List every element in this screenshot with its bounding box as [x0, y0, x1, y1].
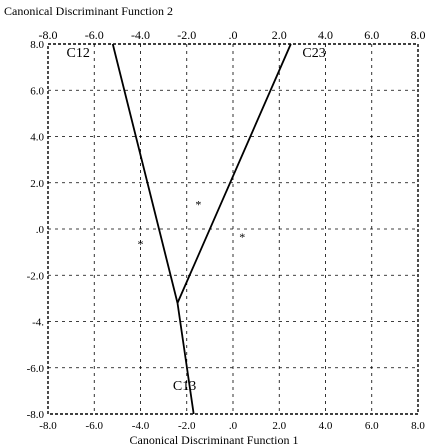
territory-boundary-line — [176, 302, 195, 415]
centroid-marker: * — [195, 198, 201, 212]
bottom-tick-label: -8.0 — [39, 420, 57, 432]
region-labels: C12 C23 C13 — [67, 46, 326, 394]
plot-grid — [48, 44, 418, 414]
left-tick-label: -4. — [32, 317, 44, 329]
left-tick-label: 4.0 — [30, 132, 44, 144]
territory-boundaries — [111, 43, 292, 415]
chart-title: Canonical Discriminant Function 2 — [4, 4, 173, 18]
group-centroids: * * * — [138, 198, 246, 251]
centroid-marker: * — [138, 237, 144, 251]
plot-area-frame — [47, 43, 419, 415]
bottom-tick-label: .0 — [229, 420, 238, 432]
region-label: C13 — [173, 379, 196, 394]
bottom-tick-label: -2.0 — [178, 420, 196, 432]
top-tick-label: 2.0 — [272, 28, 287, 42]
left-tick-label: .0 — [36, 224, 45, 236]
left-tick-label: -8.0 — [27, 409, 45, 421]
bottom-tick-label: -6.0 — [86, 420, 104, 432]
left-tick-label: 6.0 — [30, 85, 44, 97]
left-tick-label: -6.0 — [27, 363, 45, 375]
top-tick-label: -6.0 — [85, 28, 104, 42]
top-tick-label: -2.0 — [177, 28, 196, 42]
left-tick-label: 8.0 — [30, 39, 44, 51]
bottom-tick-label: 6.0 — [365, 420, 379, 432]
bottom-tick-label: 2.0 — [272, 420, 286, 432]
top-tick-label: .0 — [229, 28, 238, 42]
bottom-tick-label: 4.0 — [319, 420, 333, 432]
centroid-marker: * — [239, 230, 245, 244]
territory-boundary-line — [111, 43, 179, 304]
left-tick-label: -2.0 — [27, 270, 45, 282]
bottom-tick-label: 8.0 — [411, 420, 425, 432]
top-tick-label: 4.0 — [318, 28, 333, 42]
top-tick-label: -4.0 — [131, 28, 150, 42]
top-tick-label: 8.0 — [411, 28, 425, 42]
left-tick-labels: 8.0 6.0 4.0 2.0 .0 -2.0 -4. -6.0 -8.0 — [27, 39, 45, 421]
bottom-tick-label: -4.0 — [132, 420, 150, 432]
region-label: C23 — [302, 46, 325, 61]
x-axis-title: Canonical Discriminant Function 1 — [130, 433, 299, 447]
bottom-tick-labels: -8.0 -6.0 -4.0 -2.0 .0 2.0 4.0 6.0 8.0 — [39, 420, 425, 432]
top-tick-label: -8.0 — [39, 28, 58, 42]
left-tick-label: 2.0 — [30, 178, 44, 190]
region-label: C12 — [67, 46, 90, 61]
territory-boundary-line — [176, 43, 292, 304]
top-tick-label: 6.0 — [364, 28, 379, 42]
top-tick-labels: -8.0 -6.0 -4.0 -2.0 .0 2.0 4.0 6.0 8.0 — [39, 28, 425, 42]
